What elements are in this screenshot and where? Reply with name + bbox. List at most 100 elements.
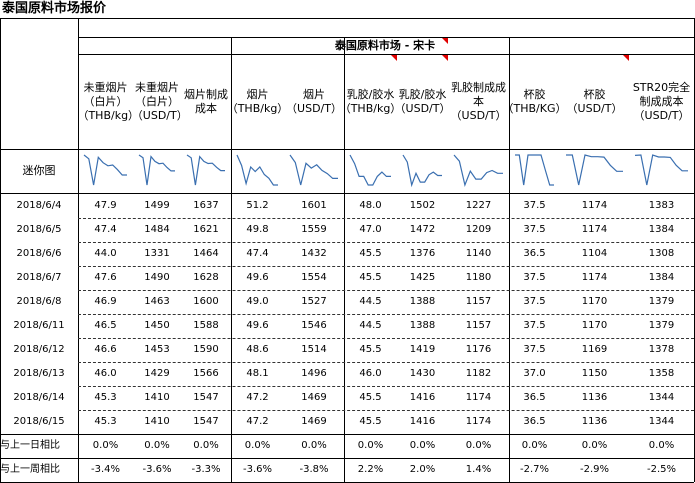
- table-cell: 1588: [193, 320, 219, 331]
- table-cell: 1180: [465, 272, 492, 283]
- grid-line: [78, 266, 694, 267]
- table-cell: 1388: [409, 296, 436, 307]
- row-date: 2018/6/7: [16, 272, 62, 283]
- table-cell: 1376: [409, 248, 436, 259]
- column-header-c8: 乳胶制成成本（USD/T）: [448, 55, 509, 149]
- table-cell: 37.5: [523, 296, 546, 307]
- grid-line: [0, 434, 694, 435]
- table-cell: 1432: [301, 248, 327, 259]
- table-cell: 1170: [581, 296, 608, 307]
- table-cell: 45.3: [94, 392, 117, 403]
- table-cell: 1176: [465, 344, 492, 355]
- table-cell: 1136: [581, 392, 608, 403]
- summary-cell: -2.7%: [519, 464, 549, 475]
- column-header-label: 烟片（THB/kg）: [231, 88, 284, 115]
- table-cell: 47.2: [246, 416, 269, 427]
- table-cell: 44.5: [359, 320, 382, 331]
- table-cell: 1472: [409, 224, 436, 235]
- sparkline-c10: [566, 154, 623, 186]
- sparkline-line: [236, 154, 278, 186]
- table-cell: 36.5: [523, 248, 546, 259]
- table-cell: 45.5: [359, 392, 382, 403]
- column-header-c9: 杯胶（THB/KG）: [509, 55, 560, 149]
- column-header-label: 乳胶制成成本（USD/T）: [450, 81, 507, 122]
- table-cell: 36.5: [523, 416, 546, 427]
- row-date: 2018/6/8: [16, 296, 62, 307]
- grid-line: [78, 242, 694, 243]
- column-header-label: 未重烟片（白片）（USD/T）: [133, 81, 181, 122]
- summary-cell: -3.3%: [191, 464, 221, 475]
- column-header-c2: 未重烟片（白片）（USD/T）: [133, 55, 181, 149]
- sparkline-c7: [402, 154, 442, 188]
- column-header-label: STR20完全制成成本（USD/T）: [632, 81, 691, 122]
- sparkline-c8: [453, 154, 503, 188]
- table-cell: 1484: [144, 224, 170, 235]
- table-cell: 46.0: [94, 368, 117, 379]
- table-cell: 1600: [193, 296, 219, 307]
- table-cell: 1308: [648, 248, 675, 259]
- table-cell: 49.0: [246, 296, 269, 307]
- summary-cell: -3.4%: [90, 464, 120, 475]
- summary-cell: 2.0%: [409, 464, 436, 475]
- grid-line: [78, 338, 694, 339]
- table-cell: 1490: [144, 272, 170, 283]
- column-header-label: 未重烟片（白片）（THB/kg）: [78, 81, 133, 122]
- table-cell: 1566: [193, 368, 219, 379]
- table-cell: 1628: [193, 272, 219, 283]
- grid-line: [0, 458, 694, 459]
- comment-marker: [391, 55, 397, 61]
- table-cell: 1469: [301, 416, 327, 427]
- table-cell: 1157: [465, 296, 492, 307]
- grid-line: [231, 37, 232, 482]
- summary-cell: -3.6%: [242, 464, 272, 475]
- summary-cell: 2.2%: [357, 464, 384, 475]
- sparkline-line: [349, 154, 391, 186]
- summary-cell: 0.0%: [465, 440, 492, 451]
- table-cell: 37.5: [523, 224, 546, 235]
- table-cell: 1463: [144, 296, 170, 307]
- table-cell: 48.6: [246, 344, 269, 355]
- table-cell: 1546: [301, 320, 327, 331]
- table-cell: 1559: [301, 224, 327, 235]
- row-date: 2018/6/4: [16, 200, 62, 211]
- summary-row-label: 与上一日相比: [0, 440, 60, 451]
- row-date: 2018/6/14: [13, 392, 65, 403]
- table-cell: 1554: [301, 272, 327, 283]
- column-header-label: 烟片制成成本: [184, 88, 228, 115]
- sparkline-line: [634, 154, 688, 186]
- table-cell: 37.5: [523, 320, 546, 331]
- column-header-label: 乳胶/胶水（USD/T）: [397, 88, 448, 115]
- table-cell: 1590: [193, 344, 219, 355]
- table-cell: 1209: [465, 224, 492, 235]
- summary-cell: 0.0%: [409, 440, 436, 451]
- sparkline-line: [453, 154, 503, 188]
- table-cell: 1344: [648, 392, 675, 403]
- table-cell: 1157: [465, 320, 492, 331]
- grid-line: [78, 290, 694, 291]
- column-header-c4: 烟片（THB/kg）: [231, 55, 284, 149]
- table-cell: 44.0: [94, 248, 117, 259]
- summary-cell: -2.9%: [579, 464, 609, 475]
- table-cell: 45.5: [359, 248, 382, 259]
- table-cell: 1601: [301, 200, 327, 211]
- sparkline-line: [402, 154, 442, 188]
- table-cell: 1169: [581, 344, 608, 355]
- table-cell: 1469: [301, 392, 327, 403]
- table-cell: 1344: [648, 416, 675, 427]
- summary-cell: 1.4%: [465, 464, 492, 475]
- table-cell: 1502: [409, 200, 436, 211]
- row-date: 2018/6/11: [13, 320, 65, 331]
- summary-cell: 0.0%: [92, 440, 119, 451]
- table-cell: 1464: [193, 248, 219, 259]
- sparkline-c2: [138, 154, 175, 186]
- table-cell: 1379: [648, 296, 675, 307]
- table-cell: 1430: [409, 368, 436, 379]
- table-cell: 1637: [193, 200, 219, 211]
- table-cell: 1174: [465, 392, 492, 403]
- grid-line: [0, 149, 694, 150]
- column-header-c11: STR20完全制成成本（USD/T）: [629, 55, 694, 149]
- grid-line: [509, 37, 510, 482]
- row-date: 2018/6/13: [13, 368, 65, 379]
- table-cell: 1429: [144, 368, 170, 379]
- summary-cell: 0.0%: [193, 440, 219, 451]
